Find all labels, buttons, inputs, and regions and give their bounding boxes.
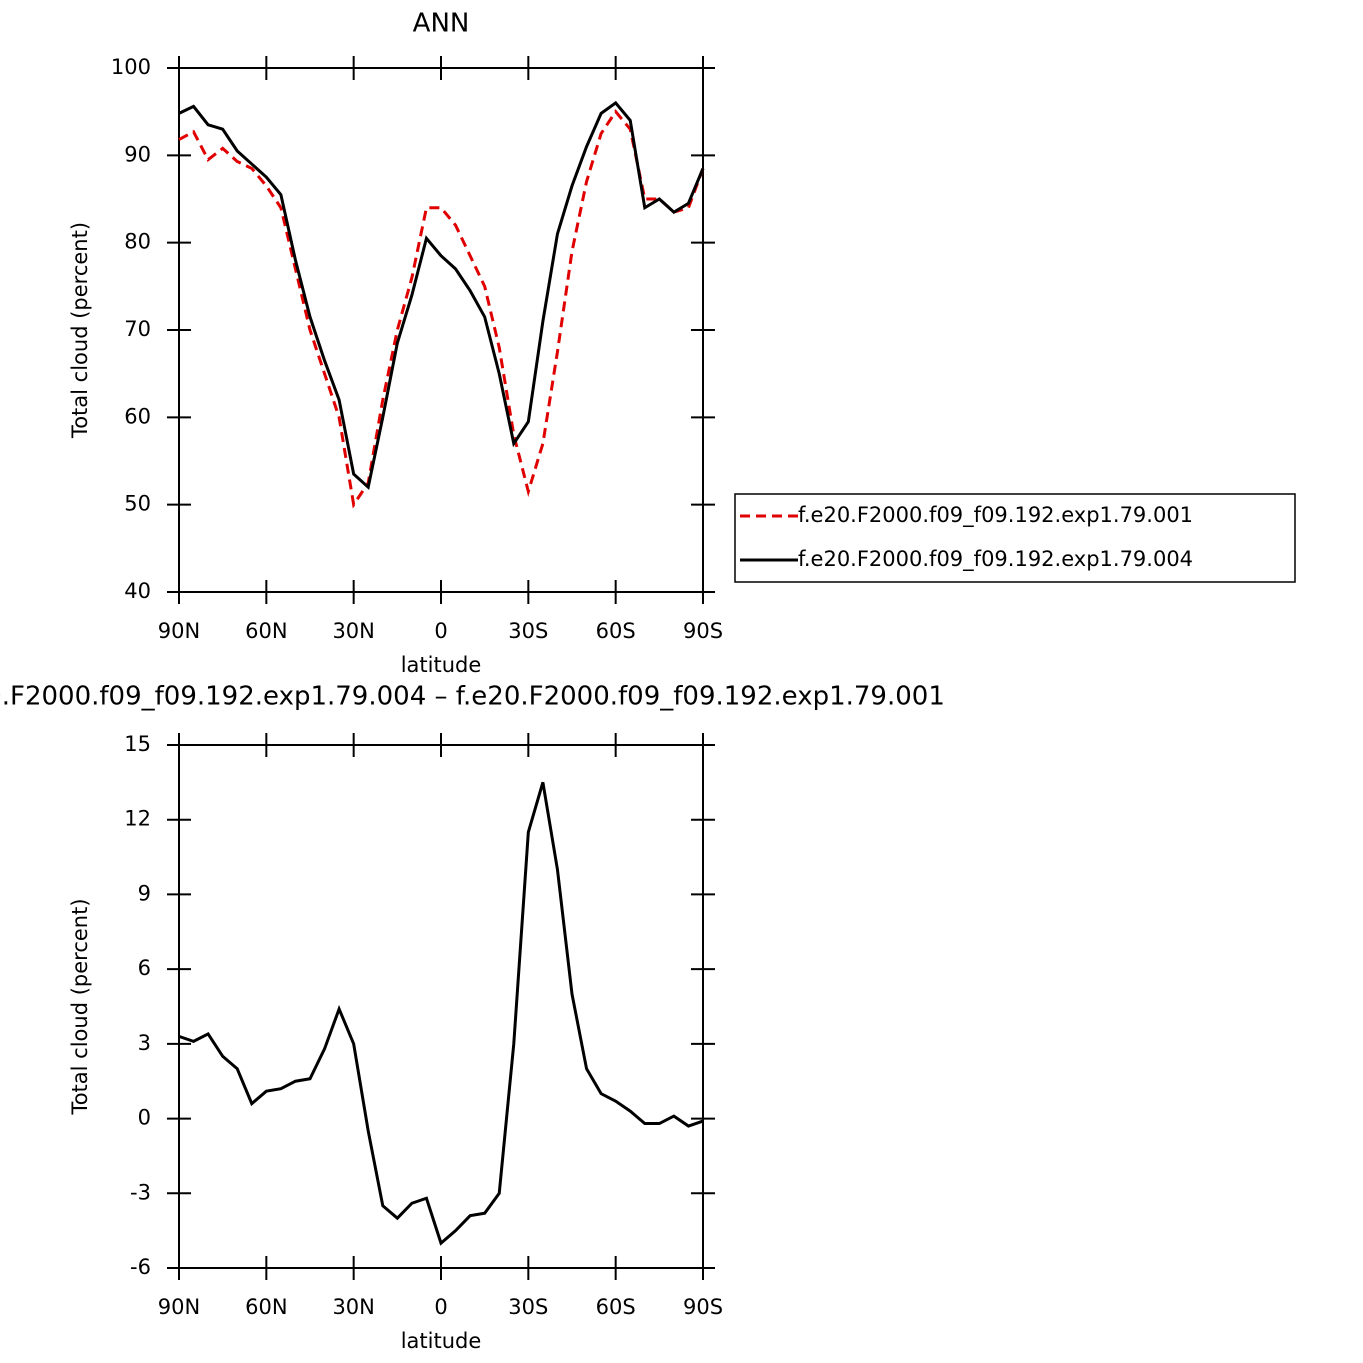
x-tick-label: 0 [434, 1295, 447, 1319]
y-axis-label: Total cloud (percent) [68, 898, 92, 1115]
legend-label: f.e20.F2000.f09_f09.192.exp1.79.001 [798, 503, 1193, 528]
x-tick-label: 0 [434, 619, 447, 643]
series-line [178, 109, 705, 509]
x-tick-label: 60S [596, 619, 636, 643]
y-tick-label: 100 [111, 55, 151, 79]
x-axis-label: latitude [401, 653, 482, 677]
y-tick-label: 90 [124, 142, 151, 166]
y-axis-label: Total cloud (percent) [68, 222, 92, 439]
chart-title: ANN [413, 9, 470, 39]
x-tick-label: 30N [332, 1295, 374, 1319]
y-tick-label: 6 [138, 956, 151, 980]
y-tick-label: 50 [124, 492, 151, 516]
x-tick-label: 90N [158, 619, 200, 643]
y-tick-label: 3 [138, 1031, 151, 1055]
series-line [178, 100, 705, 491]
x-axis-label: latitude [401, 1329, 482, 1353]
plot-frame [178, 67, 704, 593]
x-tick-label: 30N [332, 619, 374, 643]
chart-title: f.e20.F2000.f09_f09.192.exp1.79.004 – f.… [0, 682, 945, 712]
legend-box [734, 493, 1296, 583]
y-tick-label: -6 [130, 1255, 151, 1279]
y-tick-label: 0 [138, 1106, 151, 1130]
plot-frame [178, 744, 704, 1269]
y-tick-label: 15 [124, 732, 151, 756]
y-tick-label: 9 [138, 881, 151, 905]
x-tick-label: 90N [158, 1295, 200, 1319]
legend-label: f.e20.F2000.f09_f09.192.exp1.79.004 [798, 547, 1193, 572]
y-tick-label: -3 [130, 1180, 151, 1204]
x-tick-label: 60S [596, 1295, 636, 1319]
x-tick-label: 90S [683, 619, 723, 643]
y-tick-label: 12 [124, 807, 151, 831]
x-tick-label: 60N [245, 1295, 287, 1319]
y-tick-label: 80 [124, 230, 151, 254]
y-tick-label: 40 [124, 579, 151, 603]
x-tick-label: 60N [245, 619, 287, 643]
x-tick-label: 30S [508, 619, 548, 643]
x-tick-label: 30S [508, 1295, 548, 1319]
y-tick-label: 60 [124, 404, 151, 428]
x-tick-label: 90S [683, 1295, 723, 1319]
series-line [178, 781, 704, 1246]
y-tick-label: 70 [124, 317, 151, 341]
